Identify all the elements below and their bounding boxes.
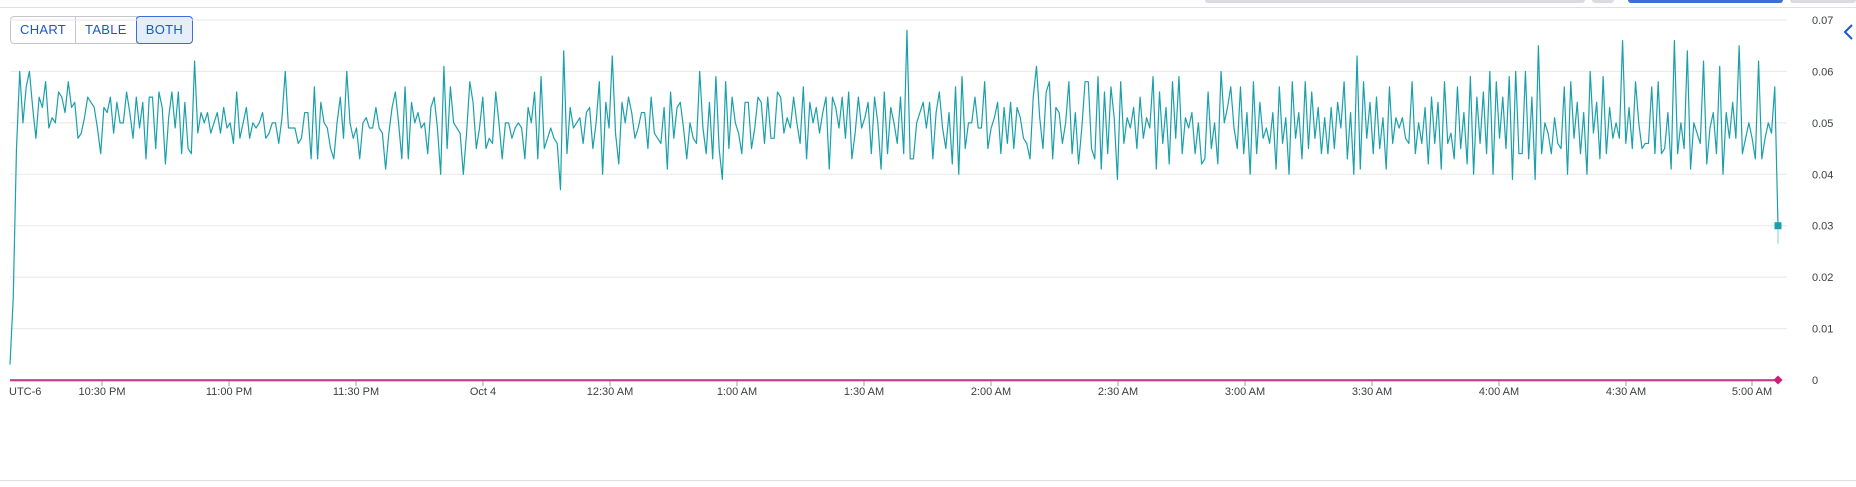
chevron-left-icon[interactable] [1842,23,1856,41]
top-toolbar-fragment [1790,0,1856,3]
x-tick-label: 10:30 PM [78,386,125,398]
bottom-divider [0,480,1856,481]
series-end-marker-secondary [1773,375,1783,385]
x-tick-label: 1:00 AM [717,386,757,398]
y-tick-label: 0.02 [1812,272,1833,284]
top-divider [0,7,1856,8]
top-toolbar-fragment [1205,0,1585,3]
x-tick-label: 11:00 PM [206,386,252,398]
y-tick-label: 0.03 [1812,221,1833,233]
x-tick-label: 3:00 AM [1225,386,1265,398]
view-both-button[interactable]: BOTH [135,16,194,44]
y-tick-label: 0.07 [1812,15,1833,27]
y-tick-label: 0.01 [1812,324,1833,336]
x-tick-label: UTC-6 [9,386,41,398]
y-tick-label: 0.04 [1812,169,1833,181]
x-tick-label: 12:30 AM [587,386,633,398]
x-tick-label: 11:30 PM [333,386,379,398]
view-table-button[interactable]: TABLE [76,17,137,43]
x-tick-label: 3:30 AM [1352,386,1392,398]
x-tick-label: 1:30 AM [844,386,884,398]
view-chart-button[interactable]: CHART [11,17,77,43]
x-tick-label: Oct 4 [470,386,496,398]
series-end-marker-primary [1774,222,1782,230]
series-line-primary [9,29,1779,365]
y-tick-label: 0 [1812,375,1818,387]
x-tick-label: 5:00 AM [1732,386,1772,398]
x-tick-label: 2:30 AM [1098,386,1138,398]
x-tick-label: 2:00 AM [971,386,1011,398]
top-toolbar-fragment [1628,0,1783,3]
top-toolbar-fragment [1592,0,1614,3]
view-mode-toggle: CHART TABLE BOTH [10,16,194,44]
y-tick-label: 0.05 [1812,118,1833,130]
y-tick-label: 0.06 [1812,66,1833,78]
x-tick-label: 4:30 AM [1606,386,1646,398]
x-tick-label: 4:00 AM [1479,386,1519,398]
